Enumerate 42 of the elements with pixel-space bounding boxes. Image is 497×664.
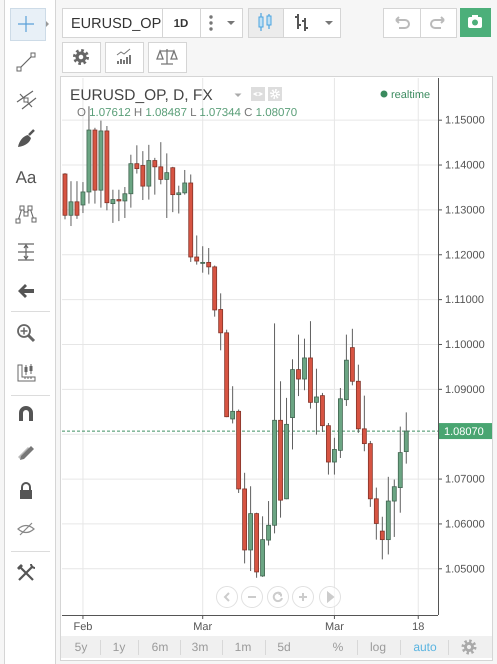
annotation: realtime — [391, 89, 430, 101]
text: 5d — [277, 640, 291, 654]
ref-line-label: 1.08070 — [444, 426, 484, 438]
text: 1y — [112, 640, 126, 654]
candlestick — [404, 412, 409, 464]
text: EURUSD_OP, D, FX — [70, 87, 214, 104]
y-tick-label: 1.06000 — [445, 518, 485, 530]
candlestick — [68, 180, 74, 227]
y-tick-label: 1.11000 — [445, 294, 484, 306]
y-tick-label: 1.15000 — [445, 114, 485, 127]
text: 1D — [174, 18, 188, 30]
x-tick-label: 18 — [412, 620, 424, 633]
y-tick-label: 1.09000 — [445, 384, 485, 396]
text: 6m — [152, 640, 168, 654]
text: 1m — [234, 640, 252, 654]
candlestick — [200, 246, 206, 274]
text: EURUSD_OP — [71, 16, 162, 32]
candlestick — [380, 516, 385, 560]
y-tick-label: 1.14000 — [445, 160, 485, 172]
y-tick-label: 1.07000 — [445, 474, 485, 486]
candlestick — [230, 386, 236, 424]
candlestick — [116, 189, 122, 222]
candlestick — [302, 338, 307, 391]
x-tick-label: Mar — [324, 620, 344, 633]
candlestick — [296, 334, 301, 397]
x-tick-label: Mar — [193, 620, 213, 633]
candlestick — [74, 180, 80, 220]
y-tick-label: 1.13000 — [445, 204, 485, 216]
x-tick-label: Feb — [73, 620, 92, 633]
candlestick — [314, 368, 319, 436]
y-tick-label: 1.10000 — [445, 339, 485, 351]
text: O 1.07612 H 1.08487 L 1.07344 C 1.08070 — [77, 107, 298, 119]
candlestick — [110, 189, 116, 224]
y-tick-label: 1.12000 — [445, 249, 485, 262]
text: log — [370, 640, 386, 654]
text: 5y — [74, 640, 88, 654]
candlestick — [164, 152, 170, 218]
y-tick-label: 1.05000 — [445, 563, 485, 576]
text: % — [332, 640, 344, 654]
text: Aa — [16, 168, 37, 187]
text: 3m — [192, 640, 208, 654]
text: auto — [413, 640, 437, 654]
